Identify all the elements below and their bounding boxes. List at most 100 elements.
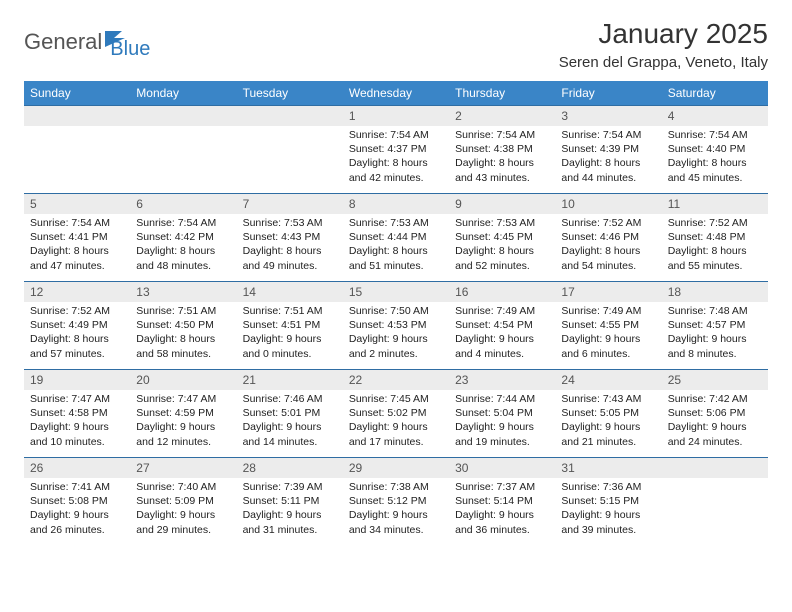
weekday-header: Saturday <box>662 81 768 106</box>
day-number: 19 <box>24 370 130 390</box>
calendar-day-cell: 10Sunrise: 7:52 AMSunset: 4:46 PMDayligh… <box>555 194 661 282</box>
calendar-day-cell: 1Sunrise: 7:54 AMSunset: 4:37 PMDaylight… <box>343 106 449 194</box>
day-number: 24 <box>555 370 661 390</box>
calendar-week-row: 26Sunrise: 7:41 AMSunset: 5:08 PMDayligh… <box>24 458 768 546</box>
calendar-day-cell: 11Sunrise: 7:52 AMSunset: 4:48 PMDayligh… <box>662 194 768 282</box>
day-details: Sunrise: 7:38 AMSunset: 5:12 PMDaylight:… <box>343 478 449 541</box>
calendar-day-cell: 21Sunrise: 7:46 AMSunset: 5:01 PMDayligh… <box>237 370 343 458</box>
day-number: 28 <box>237 458 343 478</box>
day-details: Sunrise: 7:45 AMSunset: 5:02 PMDaylight:… <box>343 390 449 453</box>
day-number: 21 <box>237 370 343 390</box>
calendar-day-cell: 3Sunrise: 7:54 AMSunset: 4:39 PMDaylight… <box>555 106 661 194</box>
day-number: 7 <box>237 194 343 214</box>
weekday-header-row: SundayMondayTuesdayWednesdayThursdayFrid… <box>24 81 768 106</box>
logo-text-blue: Blue <box>110 38 150 61</box>
day-details: Sunrise: 7:49 AMSunset: 4:55 PMDaylight:… <box>555 302 661 365</box>
day-details: Sunrise: 7:52 AMSunset: 4:49 PMDaylight:… <box>24 302 130 365</box>
calendar-day-cell: 5Sunrise: 7:54 AMSunset: 4:41 PMDaylight… <box>24 194 130 282</box>
day-number: 4 <box>662 106 768 126</box>
calendar-day-cell: 23Sunrise: 7:44 AMSunset: 5:04 PMDayligh… <box>449 370 555 458</box>
day-number <box>130 106 236 126</box>
calendar-day-cell: 31Sunrise: 7:36 AMSunset: 5:15 PMDayligh… <box>555 458 661 546</box>
day-number: 13 <box>130 282 236 302</box>
day-number: 16 <box>449 282 555 302</box>
header: General Blue January 2025 Seren del Grap… <box>24 18 768 71</box>
calendar-day-cell: 9Sunrise: 7:53 AMSunset: 4:45 PMDaylight… <box>449 194 555 282</box>
day-number: 15 <box>343 282 449 302</box>
day-number: 25 <box>662 370 768 390</box>
day-number: 1 <box>343 106 449 126</box>
calendar-day-cell: 7Sunrise: 7:53 AMSunset: 4:43 PMDaylight… <box>237 194 343 282</box>
day-number: 29 <box>343 458 449 478</box>
day-details: Sunrise: 7:52 AMSunset: 4:46 PMDaylight:… <box>555 214 661 277</box>
calendar-day-cell: 22Sunrise: 7:45 AMSunset: 5:02 PMDayligh… <box>343 370 449 458</box>
day-number: 14 <box>237 282 343 302</box>
calendar-day-cell: 20Sunrise: 7:47 AMSunset: 4:59 PMDayligh… <box>130 370 236 458</box>
calendar-day-cell: 2Sunrise: 7:54 AMSunset: 4:38 PMDaylight… <box>449 106 555 194</box>
calendar-day-cell: 25Sunrise: 7:42 AMSunset: 5:06 PMDayligh… <box>662 370 768 458</box>
day-number: 23 <box>449 370 555 390</box>
day-details: Sunrise: 7:53 AMSunset: 4:45 PMDaylight:… <box>449 214 555 277</box>
day-details: Sunrise: 7:43 AMSunset: 5:05 PMDaylight:… <box>555 390 661 453</box>
day-details: Sunrise: 7:54 AMSunset: 4:41 PMDaylight:… <box>24 214 130 277</box>
calendar-day-cell: 6Sunrise: 7:54 AMSunset: 4:42 PMDaylight… <box>130 194 236 282</box>
calendar-day-cell: 15Sunrise: 7:50 AMSunset: 4:53 PMDayligh… <box>343 282 449 370</box>
day-number: 27 <box>130 458 236 478</box>
day-number <box>237 106 343 126</box>
day-details: Sunrise: 7:54 AMSunset: 4:39 PMDaylight:… <box>555 126 661 189</box>
day-number: 8 <box>343 194 449 214</box>
day-details: Sunrise: 7:54 AMSunset: 4:38 PMDaylight:… <box>449 126 555 189</box>
calendar-day-cell <box>237 106 343 194</box>
calendar-day-cell: 27Sunrise: 7:40 AMSunset: 5:09 PMDayligh… <box>130 458 236 546</box>
day-details: Sunrise: 7:42 AMSunset: 5:06 PMDaylight:… <box>662 390 768 453</box>
day-details: Sunrise: 7:53 AMSunset: 4:44 PMDaylight:… <box>343 214 449 277</box>
day-number <box>662 458 768 478</box>
calendar-week-row: 12Sunrise: 7:52 AMSunset: 4:49 PMDayligh… <box>24 282 768 370</box>
day-details: Sunrise: 7:52 AMSunset: 4:48 PMDaylight:… <box>662 214 768 277</box>
day-number: 12 <box>24 282 130 302</box>
day-details: Sunrise: 7:54 AMSunset: 4:42 PMDaylight:… <box>130 214 236 277</box>
weekday-header: Friday <box>555 81 661 106</box>
calendar-day-cell <box>662 458 768 546</box>
calendar-day-cell: 28Sunrise: 7:39 AMSunset: 5:11 PMDayligh… <box>237 458 343 546</box>
day-number: 2 <box>449 106 555 126</box>
day-number: 20 <box>130 370 236 390</box>
day-details: Sunrise: 7:47 AMSunset: 4:58 PMDaylight:… <box>24 390 130 453</box>
logo-text-general: General <box>24 29 102 55</box>
day-number: 6 <box>130 194 236 214</box>
day-details: Sunrise: 7:50 AMSunset: 4:53 PMDaylight:… <box>343 302 449 365</box>
day-details: Sunrise: 7:41 AMSunset: 5:08 PMDaylight:… <box>24 478 130 541</box>
calendar-table: SundayMondayTuesdayWednesdayThursdayFrid… <box>24 81 768 546</box>
weekday-header: Monday <box>130 81 236 106</box>
calendar-day-cell <box>24 106 130 194</box>
calendar-day-cell: 29Sunrise: 7:38 AMSunset: 5:12 PMDayligh… <box>343 458 449 546</box>
day-number: 11 <box>662 194 768 214</box>
day-number: 17 <box>555 282 661 302</box>
calendar-day-cell: 30Sunrise: 7:37 AMSunset: 5:14 PMDayligh… <box>449 458 555 546</box>
page-title: January 2025 <box>559 18 768 50</box>
day-number: 26 <box>24 458 130 478</box>
calendar-day-cell: 4Sunrise: 7:54 AMSunset: 4:40 PMDaylight… <box>662 106 768 194</box>
day-number: 31 <box>555 458 661 478</box>
day-number: 10 <box>555 194 661 214</box>
calendar-day-cell: 19Sunrise: 7:47 AMSunset: 4:58 PMDayligh… <box>24 370 130 458</box>
calendar-day-cell: 13Sunrise: 7:51 AMSunset: 4:50 PMDayligh… <box>130 282 236 370</box>
calendar-day-cell <box>130 106 236 194</box>
day-details: Sunrise: 7:47 AMSunset: 4:59 PMDaylight:… <box>130 390 236 453</box>
day-details: Sunrise: 7:39 AMSunset: 5:11 PMDaylight:… <box>237 478 343 541</box>
calendar-day-cell: 24Sunrise: 7:43 AMSunset: 5:05 PMDayligh… <box>555 370 661 458</box>
day-details: Sunrise: 7:51 AMSunset: 4:51 PMDaylight:… <box>237 302 343 365</box>
calendar-week-row: 5Sunrise: 7:54 AMSunset: 4:41 PMDaylight… <box>24 194 768 282</box>
calendar-day-cell: 16Sunrise: 7:49 AMSunset: 4:54 PMDayligh… <box>449 282 555 370</box>
day-details: Sunrise: 7:40 AMSunset: 5:09 PMDaylight:… <box>130 478 236 541</box>
calendar-body: 1Sunrise: 7:54 AMSunset: 4:37 PMDaylight… <box>24 106 768 546</box>
day-number <box>24 106 130 126</box>
day-number: 22 <box>343 370 449 390</box>
day-details: Sunrise: 7:54 AMSunset: 4:37 PMDaylight:… <box>343 126 449 189</box>
day-details: Sunrise: 7:36 AMSunset: 5:15 PMDaylight:… <box>555 478 661 541</box>
logo: General Blue <box>24 18 150 61</box>
day-details: Sunrise: 7:37 AMSunset: 5:14 PMDaylight:… <box>449 478 555 541</box>
day-number: 30 <box>449 458 555 478</box>
calendar-day-cell: 17Sunrise: 7:49 AMSunset: 4:55 PMDayligh… <box>555 282 661 370</box>
day-number: 3 <box>555 106 661 126</box>
